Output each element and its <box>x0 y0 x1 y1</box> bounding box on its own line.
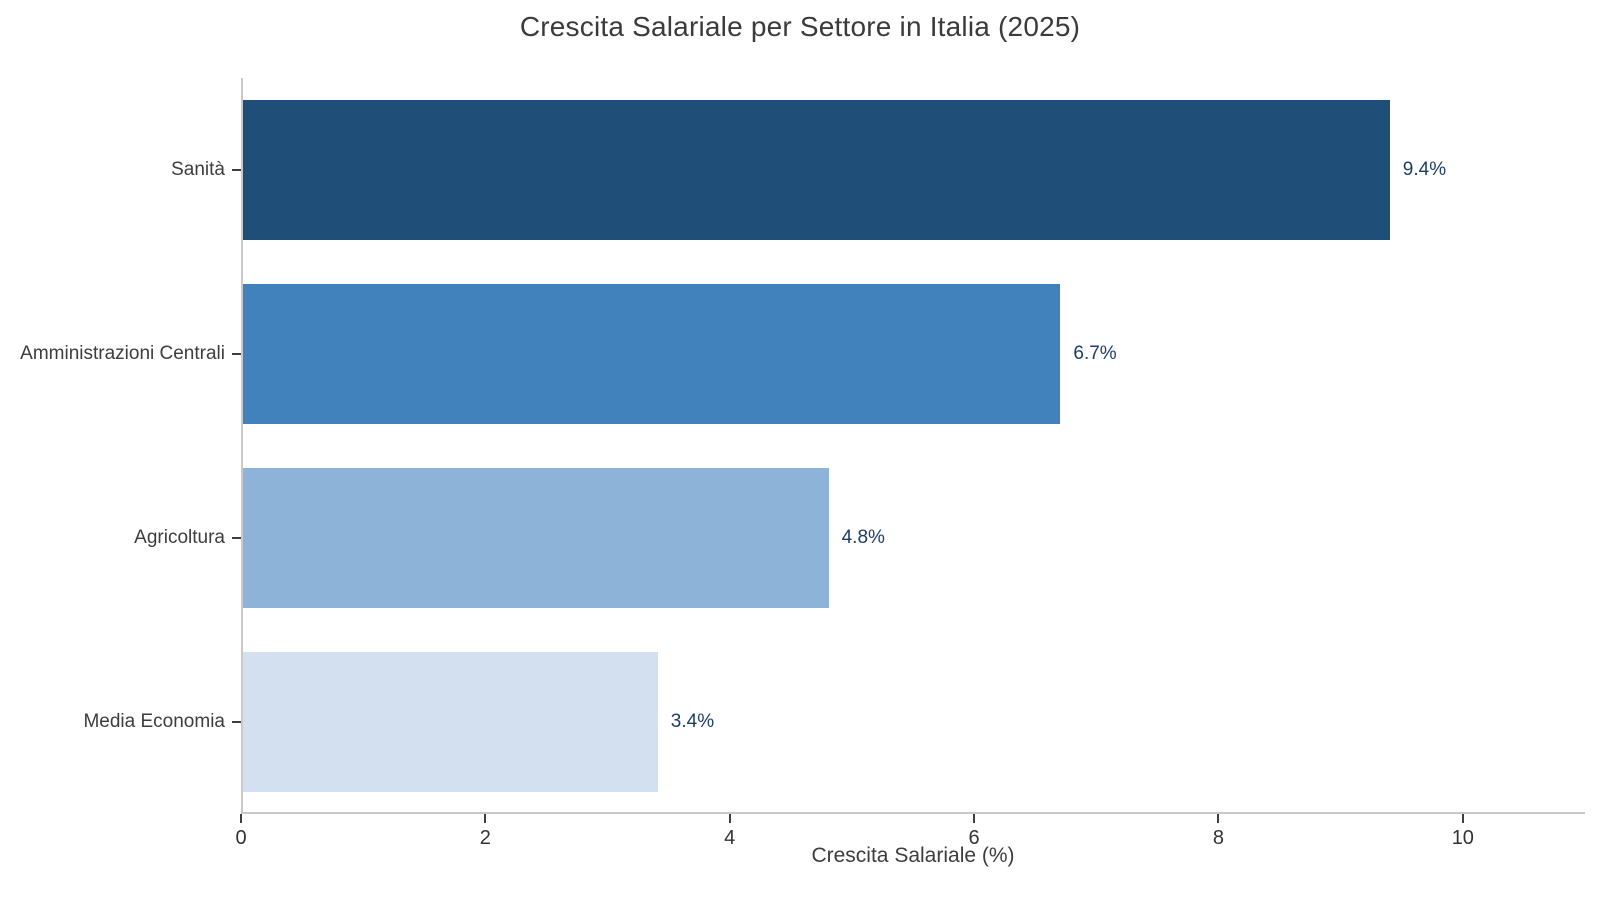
y-tick-mark <box>232 537 241 539</box>
x-tick-mark <box>1217 814 1220 823</box>
category-label: Amministrazioni Centrali <box>20 343 225 364</box>
y-tick-mark <box>232 721 241 723</box>
category-label-row: Media Economia <box>0 630 241 814</box>
bar-value-label: 3.4% <box>670 711 715 732</box>
y-axis-category-labels: Sanità Amministrazioni Centrali Agricoltur… <box>0 78 241 814</box>
x-tick-mark <box>973 814 976 823</box>
x-tick-label: 8 <box>1212 827 1225 849</box>
chart-title: Crescita Salariale per Settore in Italia… <box>519 11 1081 42</box>
bar-row: 6.7% <box>243 262 1585 446</box>
bar-agricoltura <box>243 468 829 608</box>
x-tick-mark <box>1461 814 1464 823</box>
x-tick-mark <box>484 814 487 823</box>
x-axis: 0 2 4 6 8 10 <box>235 814 1585 874</box>
x-axis-title: Crescita Salariale (%) <box>811 844 1015 867</box>
bar-sanità <box>243 100 1390 240</box>
bar-row: 4.8% <box>243 446 1585 630</box>
plot-area: 9.4% 6.7% 4.8% 3.4% <box>241 78 1585 814</box>
bar-amministrazioni-centrali <box>243 284 1061 424</box>
bar-media-economia <box>243 652 658 792</box>
bar-value-label: 6.7% <box>1073 343 1117 364</box>
bar-value-label: 9.4% <box>1402 159 1447 180</box>
category-label: Media Economia <box>83 711 225 732</box>
category-label-row: Agricoltura <box>0 446 241 630</box>
x-tick-label: 0 <box>235 827 247 849</box>
x-tick-label: 6 <box>968 827 980 849</box>
bar-row: 9.4% <box>243 78 1585 262</box>
x-tick-mark <box>728 814 731 823</box>
x-tick-label: 10 <box>1451 827 1474 849</box>
category-label-row: Sanità <box>0 78 241 262</box>
category-label-row: Amministrazioni Centrali <box>0 262 241 446</box>
x-tick-label: 2 <box>479 827 491 849</box>
category-label: Agricoltura <box>134 527 225 548</box>
category-label: Sanità <box>171 159 225 180</box>
y-tick-mark <box>232 353 241 355</box>
x-tick-mark <box>240 814 242 823</box>
x-tick-label: 4 <box>724 827 736 849</box>
bar-value-label: 4.8% <box>841 527 885 548</box>
bar-row: 3.4% <box>243 630 1585 814</box>
y-tick-mark <box>232 169 241 171</box>
